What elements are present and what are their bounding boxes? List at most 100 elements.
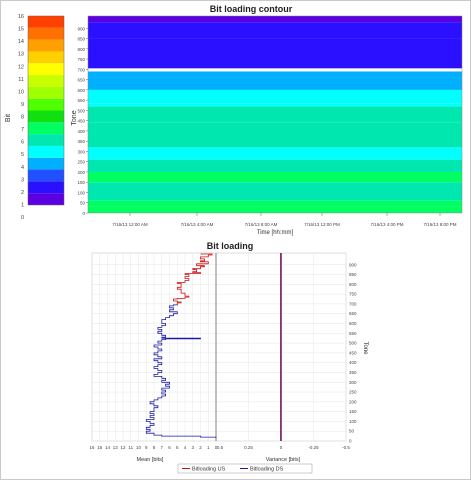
heatmap-ytick-label: 0 <box>82 211 85 216</box>
bitloading-title: Bit loading <box>207 241 254 251</box>
colorbar-tick-label: 3 <box>21 177 24 183</box>
heatmap-ytick-label: 150 <box>77 180 85 185</box>
bitloading-ytick-label: 100 <box>349 419 357 424</box>
heatmap-band <box>88 206 462 213</box>
colorbar-tick-label: 6 <box>21 140 24 146</box>
mean-tick-label: 15 <box>97 445 103 450</box>
colorbar-swatch <box>28 122 64 135</box>
colorbar-swatch <box>28 98 64 111</box>
colorbar-swatch <box>28 86 64 99</box>
heatmap-band <box>88 106 462 123</box>
mean-tick-label: 11 <box>128 445 133 450</box>
variance-tick-label: -0.5 <box>342 445 350 450</box>
bitloading-ytick-label: 300 <box>349 380 357 385</box>
mean-tick-label: 4 <box>184 445 187 450</box>
heatmap-band <box>88 89 462 104</box>
heatmap-xtick-label: 7/16/13 8:00 PM <box>423 222 456 227</box>
colorbar-swatch <box>28 193 64 205</box>
bitloading-ytick-label: 400 <box>349 360 357 365</box>
heatmap-band <box>88 77 462 90</box>
colorbar-label: Bit <box>5 114 12 122</box>
variance-tick-label: 0 <box>280 445 283 450</box>
heatmap-ytick-label: 250 <box>77 160 85 165</box>
heatmap-title: Bit loading contour <box>210 4 293 14</box>
heatmap-ytick-label: 750 <box>77 57 85 62</box>
mean-tick-label: 14 <box>105 445 111 450</box>
colorbar-tick-label: 5 <box>21 152 24 158</box>
colorbar-tick-label: 8 <box>21 115 24 121</box>
colorbar-tick-label: 1 <box>21 202 24 208</box>
mean-tick-label: 3 <box>191 445 194 450</box>
mean-tick-label: 8 <box>153 445 156 450</box>
heatmap-band <box>88 171 462 183</box>
heatmap-ytick-label: 200 <box>77 170 85 175</box>
heatmap-plot: 0 50 100 150 200 250 300 350 400 450 500 550 600 650 7… <box>77 15 463 227</box>
colorbar-tick-label: 12 <box>18 64 24 70</box>
mean-tick-label: 16 <box>89 445 95 450</box>
heatmap-xtick-label: 7/16/13 12:00 PM <box>304 222 340 227</box>
colorbar-swatch <box>28 51 64 64</box>
heatmap-band <box>88 200 462 207</box>
heatmap-band <box>88 135 462 148</box>
heatmap-band <box>88 71 462 78</box>
mean-tick-label: 1 <box>207 445 210 450</box>
bitloading-ytick-label: 600 <box>349 321 357 326</box>
heatmap-band <box>88 103 462 107</box>
heatmap-border <box>87 15 463 214</box>
colorbar-tick-label: 0 <box>21 215 24 221</box>
heatmap-xlabel: Time [hh:mm] <box>257 230 294 236</box>
heatmap-band <box>88 38 462 55</box>
series-line <box>145 303 217 439</box>
heatmap-band <box>88 54 462 69</box>
bitloading-ytick-label: 150 <box>349 409 357 414</box>
heatmap-band <box>88 68 462 72</box>
heatmap-band <box>88 182 462 193</box>
bitloading-ytick-label: 850 <box>349 272 357 277</box>
heatmap-ytick-label: 700 <box>77 67 85 72</box>
mean-tick-label: 5 <box>176 445 179 450</box>
bitloading-ytick-label: 350 <box>349 370 357 375</box>
colorbar-swatch <box>28 16 64 28</box>
colorbar-swatch <box>28 110 64 123</box>
heatmap-xtick-label: 7/16/13 4:00 PM <box>370 222 403 227</box>
colorbar-swatch <box>28 145 64 158</box>
colorbar-tick-label: 9 <box>21 102 24 108</box>
heatmap-ytick-label: 450 <box>77 119 85 124</box>
heatmap-band <box>88 16 462 23</box>
bitloading-ytick-label: 250 <box>349 390 357 395</box>
mean-tick-label: 0 <box>215 445 218 450</box>
heatmap-ytick-label: 50 <box>80 201 86 206</box>
heatmap-ytick-label: 850 <box>77 37 85 42</box>
colorbar-tick-label: 10 <box>18 89 24 95</box>
bitloading-ytick-label: 800 <box>349 282 357 287</box>
colorbar-swatch <box>28 181 64 194</box>
variance-tick-label: 0.25 <box>244 445 253 450</box>
bitloading-ytick-label: 500 <box>349 341 357 346</box>
heatmap-band <box>88 159 462 172</box>
mean-tick-label: 6 <box>168 445 171 450</box>
variance-axis-label: Variance [bits] <box>266 457 301 463</box>
colorbar-tick-label: 13 <box>18 52 24 58</box>
bitloading-ytick-label: 900 <box>349 262 357 267</box>
colorbar-tick-label: 15 <box>18 27 24 33</box>
colorbar-swatch <box>28 27 64 40</box>
heatmap-band <box>88 22 462 39</box>
colorbar-swatch <box>28 39 64 52</box>
bitloading-plot: 0501001502002503003504004505005506006507… <box>89 252 357 450</box>
bitloading-ytick-label: 0 <box>349 439 352 444</box>
colorbar-tick-label: 11 <box>18 77 24 83</box>
bitloading-ytick-label: 50 <box>349 429 355 434</box>
heatmap-band <box>88 122 462 136</box>
bitloading-background <box>91 252 347 442</box>
colorbar-tick-label: 4 <box>21 165 24 171</box>
colorbar-tick-label: 2 <box>21 190 24 196</box>
mean-tick-label: 2 <box>199 445 202 450</box>
colorbar-tick-label: 14 <box>18 39 24 45</box>
legend: Bitloading US Bitloading DS <box>177 463 313 474</box>
bitloading-ytick-label: 750 <box>349 292 357 297</box>
bitloading-ytick-label: 200 <box>349 399 357 404</box>
bitloading-ylabel: Tone <box>362 341 368 355</box>
heatmap-ylabel: Tone <box>71 110 78 125</box>
heatmap-ytick-label: 600 <box>77 88 85 93</box>
